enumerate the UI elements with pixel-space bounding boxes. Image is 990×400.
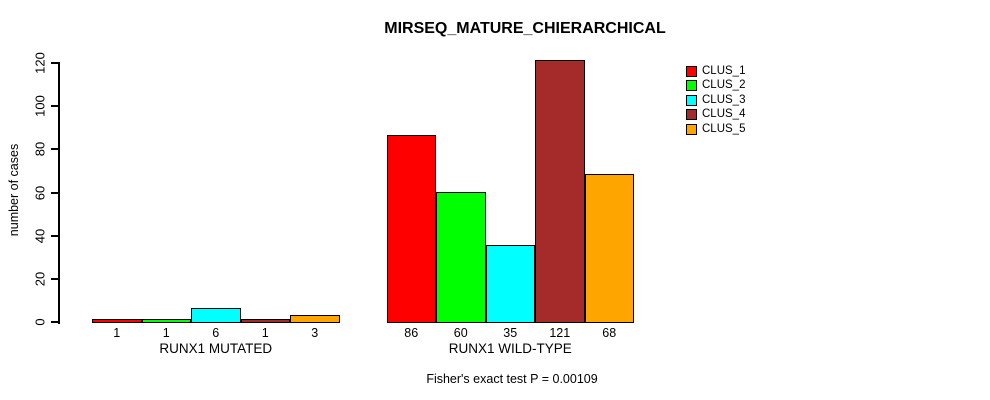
legend-label: CLUS_3 bbox=[702, 93, 746, 106]
y-axis-line bbox=[58, 62, 60, 324]
y-tick-label: 100 bbox=[32, 95, 48, 118]
y-tick-label: 60 bbox=[32, 185, 48, 200]
x-group-label: RUNX1 WILD-TYPE bbox=[448, 341, 572, 356]
y-tick-mark bbox=[51, 321, 59, 323]
y-tick-mark bbox=[51, 234, 59, 237]
footer-annotation: Fisher's exact test P = 0.00109 bbox=[426, 372, 598, 386]
bar bbox=[141, 318, 191, 323]
legend-swatch bbox=[686, 109, 697, 120]
bar bbox=[386, 135, 436, 323]
bar bbox=[240, 318, 290, 323]
y-tick-label: 0 bbox=[32, 318, 48, 326]
y-tick-mark bbox=[51, 191, 59, 194]
bar bbox=[485, 245, 535, 323]
legend-swatch bbox=[686, 123, 697, 135]
legend-label: CLUS_2 bbox=[702, 79, 746, 91]
legend-label: CLUS_5 bbox=[702, 122, 746, 135]
y-tick-label: 120 bbox=[32, 52, 48, 74]
bar-value-label: 68 bbox=[602, 326, 617, 340]
x-group-label: RUNX1 MUTATED bbox=[159, 341, 273, 356]
y-tick-mark bbox=[51, 277, 59, 280]
y-tick-mark bbox=[51, 148, 59, 151]
bar bbox=[92, 318, 142, 323]
legend-label: CLUS_4 bbox=[702, 108, 746, 120]
y-tick-label: 80 bbox=[32, 142, 48, 157]
bar bbox=[290, 314, 340, 323]
bar bbox=[436, 191, 486, 323]
bar-value-label: 1 bbox=[113, 326, 121, 340]
y-tick-mark bbox=[51, 105, 59, 108]
legend-swatch bbox=[686, 65, 697, 77]
chart-title: MIRSEQ_MATURE_CHIERARCHICAL bbox=[384, 20, 666, 37]
bar bbox=[584, 174, 634, 323]
bar bbox=[535, 59, 585, 323]
y-tick-mark bbox=[51, 62, 59, 64]
bar-value-label: 3 bbox=[311, 326, 319, 340]
bar-value-label: 121 bbox=[549, 326, 571, 340]
legend-label: CLUS_1 bbox=[702, 64, 746, 77]
bar-value-label: 1 bbox=[261, 326, 269, 340]
y-tick-label: 40 bbox=[32, 228, 48, 243]
legend-swatch bbox=[686, 80, 697, 91]
bar-value-label: 6 bbox=[212, 326, 220, 340]
bar-value-label: 86 bbox=[404, 326, 419, 340]
bar bbox=[191, 308, 241, 323]
bar-value-label: 35 bbox=[503, 326, 518, 340]
bar-value-label: 1 bbox=[162, 326, 170, 340]
legend-swatch bbox=[686, 94, 697, 106]
y-tick-label: 20 bbox=[32, 271, 48, 287]
y-axis-label: number of cases bbox=[7, 143, 21, 237]
bar-value-label: 60 bbox=[453, 326, 468, 340]
